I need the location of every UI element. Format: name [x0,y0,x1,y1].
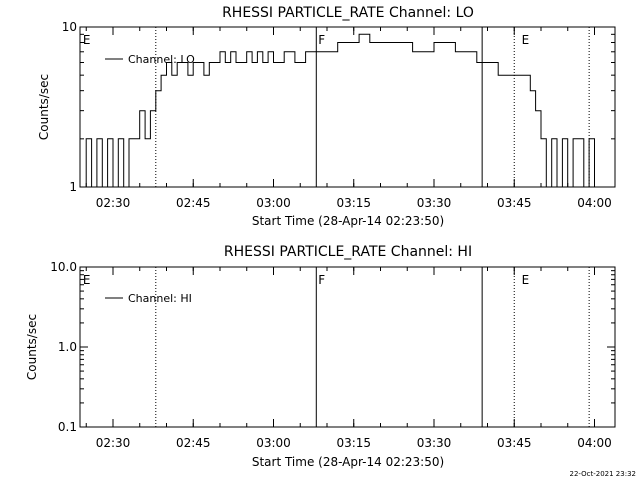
y-axis-label: Counts/sec [25,314,39,380]
y-tick-label: 10 [62,20,77,34]
series-line [80,33,600,188]
x-tick-label: 03:45 [497,436,532,450]
x-tick-label: 03:30 [417,196,452,210]
x-tick-label: 03:45 [497,196,532,210]
x-tick-label: 04:00 [577,436,612,450]
event-letter: E [522,33,530,47]
panel-lo: RHESSI PARTICLE_RATE Channel: LO Counts/… [37,5,616,228]
x-axis-label: Start Time (28-Apr-14 02:23:50) [252,455,444,469]
panel-hi: RHESSI PARTICLE_RATE Channel: HI Counts/… [25,244,616,469]
x-tick-label: 02:30 [96,196,131,210]
y-tick-label: 10.0 [50,260,77,274]
y-tick-label: 1 [69,180,77,194]
event-letter: E [83,33,91,47]
x-tick-label: 03:15 [336,196,371,210]
chart-title: RHESSI PARTICLE_RATE Channel: HI [224,244,472,260]
event-letter: E [83,273,91,287]
legend-label: Channel: LO [128,53,195,66]
y-axis-label: Counts/sec [37,74,51,140]
x-tick-label: 03:00 [256,196,291,210]
x-tick-label: 02:30 [96,436,131,450]
legend: Channel: LO [105,53,195,66]
event-letter: F [318,33,325,47]
y-tick-label: 0.1 [58,420,77,434]
plot-frame [79,266,616,428]
event-letter: E [522,273,530,287]
x-tick-label: 04:00 [577,196,612,210]
legend: Channel: HI [105,292,192,305]
x-tick-label: 02:45 [176,436,211,450]
x-tick-label: 02:45 [176,196,211,210]
x-axis-label: Start Time (28-Apr-14 02:23:50) [252,214,444,228]
legend-label: Channel: HI [128,292,192,305]
chart-title: RHESSI PARTICLE_RATE Channel: LO [222,5,474,21]
x-tick-label: 03:30 [417,436,452,450]
y-tick-label: 1.0 [58,340,77,354]
x-tick-label: 03:00 [256,436,291,450]
plot-frame [79,26,616,188]
x-tick-label: 03:15 [336,436,371,450]
event-letter: F [318,273,325,287]
footer-timestamp: 22-Oct-2021 23:32 [570,470,636,478]
